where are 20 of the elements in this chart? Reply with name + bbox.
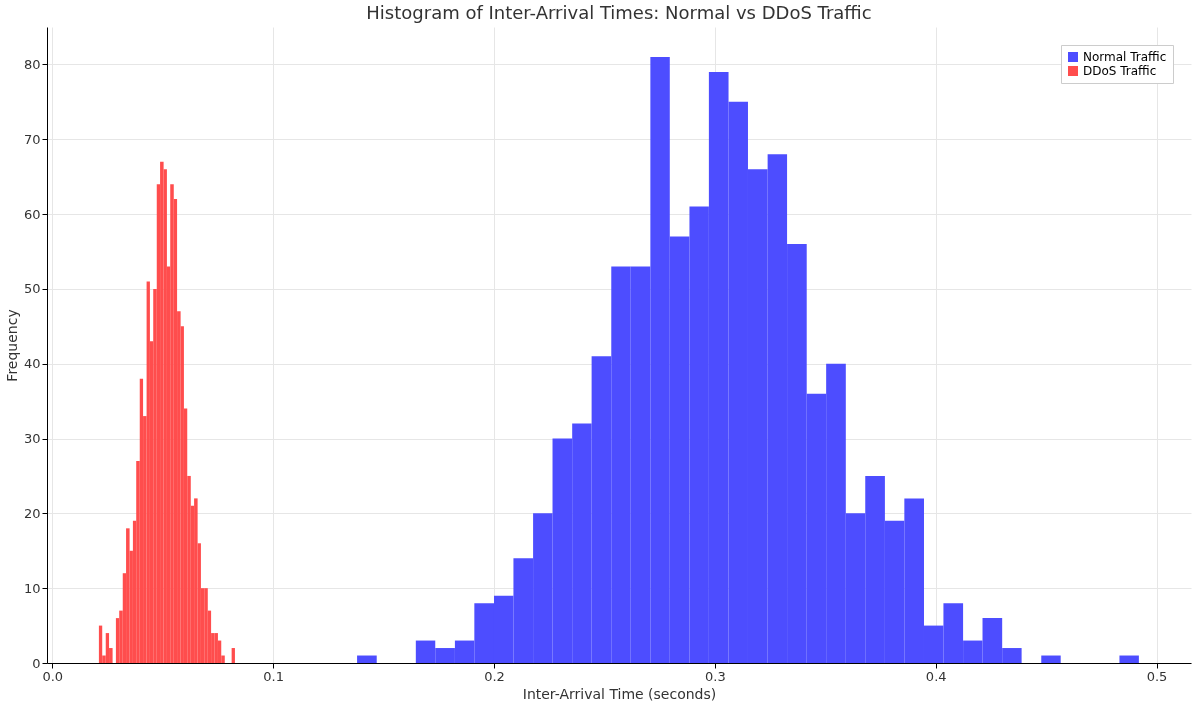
y-tick-label: 30	[23, 431, 41, 447]
legend-label: DDoS Traffic	[1083, 64, 1157, 78]
y-tick-label: 10	[23, 580, 41, 596]
y-tick-label: 0	[32, 655, 41, 671]
x-tick-label: 0.1	[263, 668, 284, 684]
chart-title: Histogram of Inter-Arrival Times: Normal vs DDoS Traffic	[366, 2, 872, 23]
x-tick-label: 0.3	[705, 668, 726, 684]
y-tick-label: 60	[23, 206, 41, 222]
y-axis-title: Frequency	[3, 309, 20, 382]
x-tick-label: 0.5	[1146, 668, 1168, 684]
x-tick-label: 0.4	[925, 668, 947, 684]
x-axis-title: Inter-Arrival Time (seconds)	[522, 685, 717, 702]
y-tick-label: 20	[23, 505, 41, 521]
y-tick-label: 40	[23, 356, 41, 372]
y-tick-label: 80	[23, 56, 41, 72]
y-tick-label: 70	[23, 131, 41, 147]
legend-label: Normal Traffic	[1083, 50, 1167, 64]
x-tick-label: 0.0	[42, 668, 64, 684]
y-tick-label: 50	[23, 281, 41, 297]
x-tick-label: 0.2	[484, 668, 505, 684]
